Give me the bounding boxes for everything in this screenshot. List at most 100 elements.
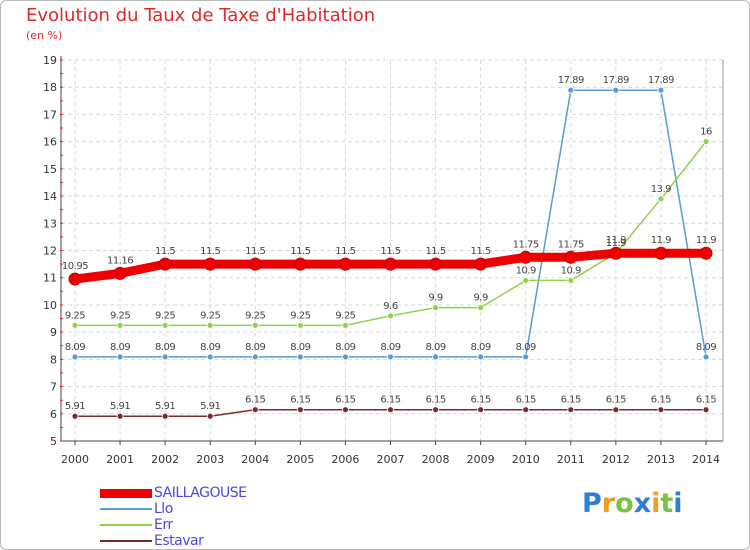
y-tick-label: 10 <box>43 299 57 312</box>
data-point-llo <box>522 353 530 361</box>
data-point-estavar <box>342 406 349 414</box>
data-point-estavar <box>161 412 169 420</box>
data-point-saillagouse <box>338 257 352 271</box>
data-point-err <box>71 321 79 329</box>
data-label-estavar: 6.15 <box>696 395 716 406</box>
data-label-llo: 8.09 <box>471 342 491 353</box>
data-point-llo <box>387 353 394 361</box>
data-label-llo: 8.09 <box>380 342 400 353</box>
data-label-err: 9.25 <box>155 310 175 321</box>
data-point-llo <box>477 353 485 361</box>
y-tick-label: 14 <box>43 190 57 203</box>
data-label-saillagouse: 11.9 <box>606 235 626 246</box>
x-tick-label: 2013 <box>647 453 675 466</box>
data-point-llo <box>432 353 439 361</box>
data-point-llo <box>161 353 169 361</box>
x-tick-label: 2006 <box>331 453 359 466</box>
data-label-saillagouse: 11.5 <box>200 246 220 257</box>
x-tick-label: 2001 <box>106 453 134 466</box>
grid <box>61 59 723 442</box>
legend-item-estavar: Estavar <box>100 533 246 549</box>
data-label-estavar: 6.15 <box>471 395 491 406</box>
x-tick-label: 2010 <box>512 453 540 466</box>
y-tick-label: 6 <box>50 408 57 421</box>
legend-swatch <box>100 540 152 542</box>
legend-swatch <box>100 508 152 510</box>
data-label-llo: 8.09 <box>110 342 130 353</box>
data-point-llo <box>612 86 620 94</box>
chart-subtitle: (en %) <box>26 29 63 42</box>
y-tick-label: 11 <box>43 272 57 285</box>
data-point-estavar <box>657 406 665 414</box>
data-label-llo: 8.09 <box>516 342 536 353</box>
data-label-err: 9.25 <box>65 310 85 321</box>
data-label-llo: 8.09 <box>290 342 310 353</box>
data-point-err <box>702 138 710 146</box>
legend-label: Err <box>154 517 173 533</box>
logo-letter: i <box>673 488 683 519</box>
data-point-estavar <box>71 412 79 420</box>
data-label-err: 9.25 <box>200 310 220 321</box>
data-point-llo <box>296 353 304 361</box>
y-tick-label: 16 <box>43 136 57 149</box>
data-point-saillagouse <box>564 250 578 264</box>
data-point-err <box>432 304 439 312</box>
data-point-estavar <box>522 406 530 414</box>
data-label-saillagouse: 11.5 <box>290 246 310 257</box>
proxiti-logo: Proxiti <box>582 488 683 519</box>
data-label-err: 10.9 <box>516 265 536 276</box>
data-point-saillagouse <box>699 246 713 260</box>
legend-item-llo: Llo <box>100 501 246 517</box>
legend-swatch <box>100 488 152 498</box>
data-point-saillagouse <box>248 257 262 271</box>
data-label-err: 9.25 <box>245 310 265 321</box>
data-point-err <box>296 321 304 329</box>
data-label-estavar: 5.91 <box>155 401 175 412</box>
y-tick-label: 15 <box>43 163 57 176</box>
y-tick-label: 7 <box>50 381 57 394</box>
x-tick-label: 2000 <box>61 453 89 466</box>
x-tick-label: 2012 <box>602 453 630 466</box>
legend-item-saillagouse: SAILLAGOUSE <box>100 485 247 501</box>
legend-swatch <box>100 524 152 526</box>
data-label-estavar: 6.15 <box>516 395 536 406</box>
data-label-saillagouse: 11.5 <box>335 246 355 257</box>
y-tick-label: 18 <box>43 81 57 94</box>
data-point-llo <box>251 353 259 361</box>
data-label-llo: 8.09 <box>425 342 445 353</box>
data-label-err: 9.25 <box>335 310 355 321</box>
data-label-estavar: 6.15 <box>245 395 265 406</box>
data-point-saillagouse <box>384 257 397 271</box>
data-point-estavar <box>206 412 214 420</box>
legend-label: SAILLAGOUSE <box>154 485 247 501</box>
data-point-saillagouse <box>68 272 82 286</box>
data-label-err: 9.9 <box>428 293 443 304</box>
legend-item-err: Err <box>100 517 246 533</box>
data-label-estavar: 5.91 <box>200 401 220 412</box>
data-label-err: 9.25 <box>110 310 130 321</box>
data-point-saillagouse <box>429 257 443 271</box>
x-tick-label: 2007 <box>377 453 405 466</box>
y-tick-label: 19 <box>43 54 57 67</box>
data-label-llo: 17.89 <box>558 75 584 86</box>
data-label-saillagouse: 11.5 <box>471 246 491 257</box>
data-point-err <box>342 321 349 329</box>
data-label-estavar: 5.91 <box>65 401 85 412</box>
data-point-llo <box>71 353 79 361</box>
legend: SAILLAGOUSE Llo Err Estavar <box>100 485 247 549</box>
data-point-saillagouse <box>654 246 668 260</box>
data-label-err: 16 <box>700 127 712 138</box>
data-label-llo: 8.09 <box>335 342 355 353</box>
axes: 5 6 7 8 9 10 11 12 13 14 15 16 17 18 19 2000 2001 2002 200… <box>43 54 724 466</box>
data-point-err <box>657 195 665 203</box>
data-label-saillagouse: 11.75 <box>558 239 584 250</box>
data-point-llo <box>206 353 214 361</box>
data-label-err: 11.9 <box>606 238 626 249</box>
data-label-llo: 8.09 <box>155 342 175 353</box>
data-label-estavar: 6.15 <box>425 395 445 406</box>
data-label-estavar: 6.15 <box>380 395 400 406</box>
data-point-estavar <box>251 406 259 414</box>
data-point-err <box>116 321 124 329</box>
data-point-estavar <box>702 406 710 414</box>
